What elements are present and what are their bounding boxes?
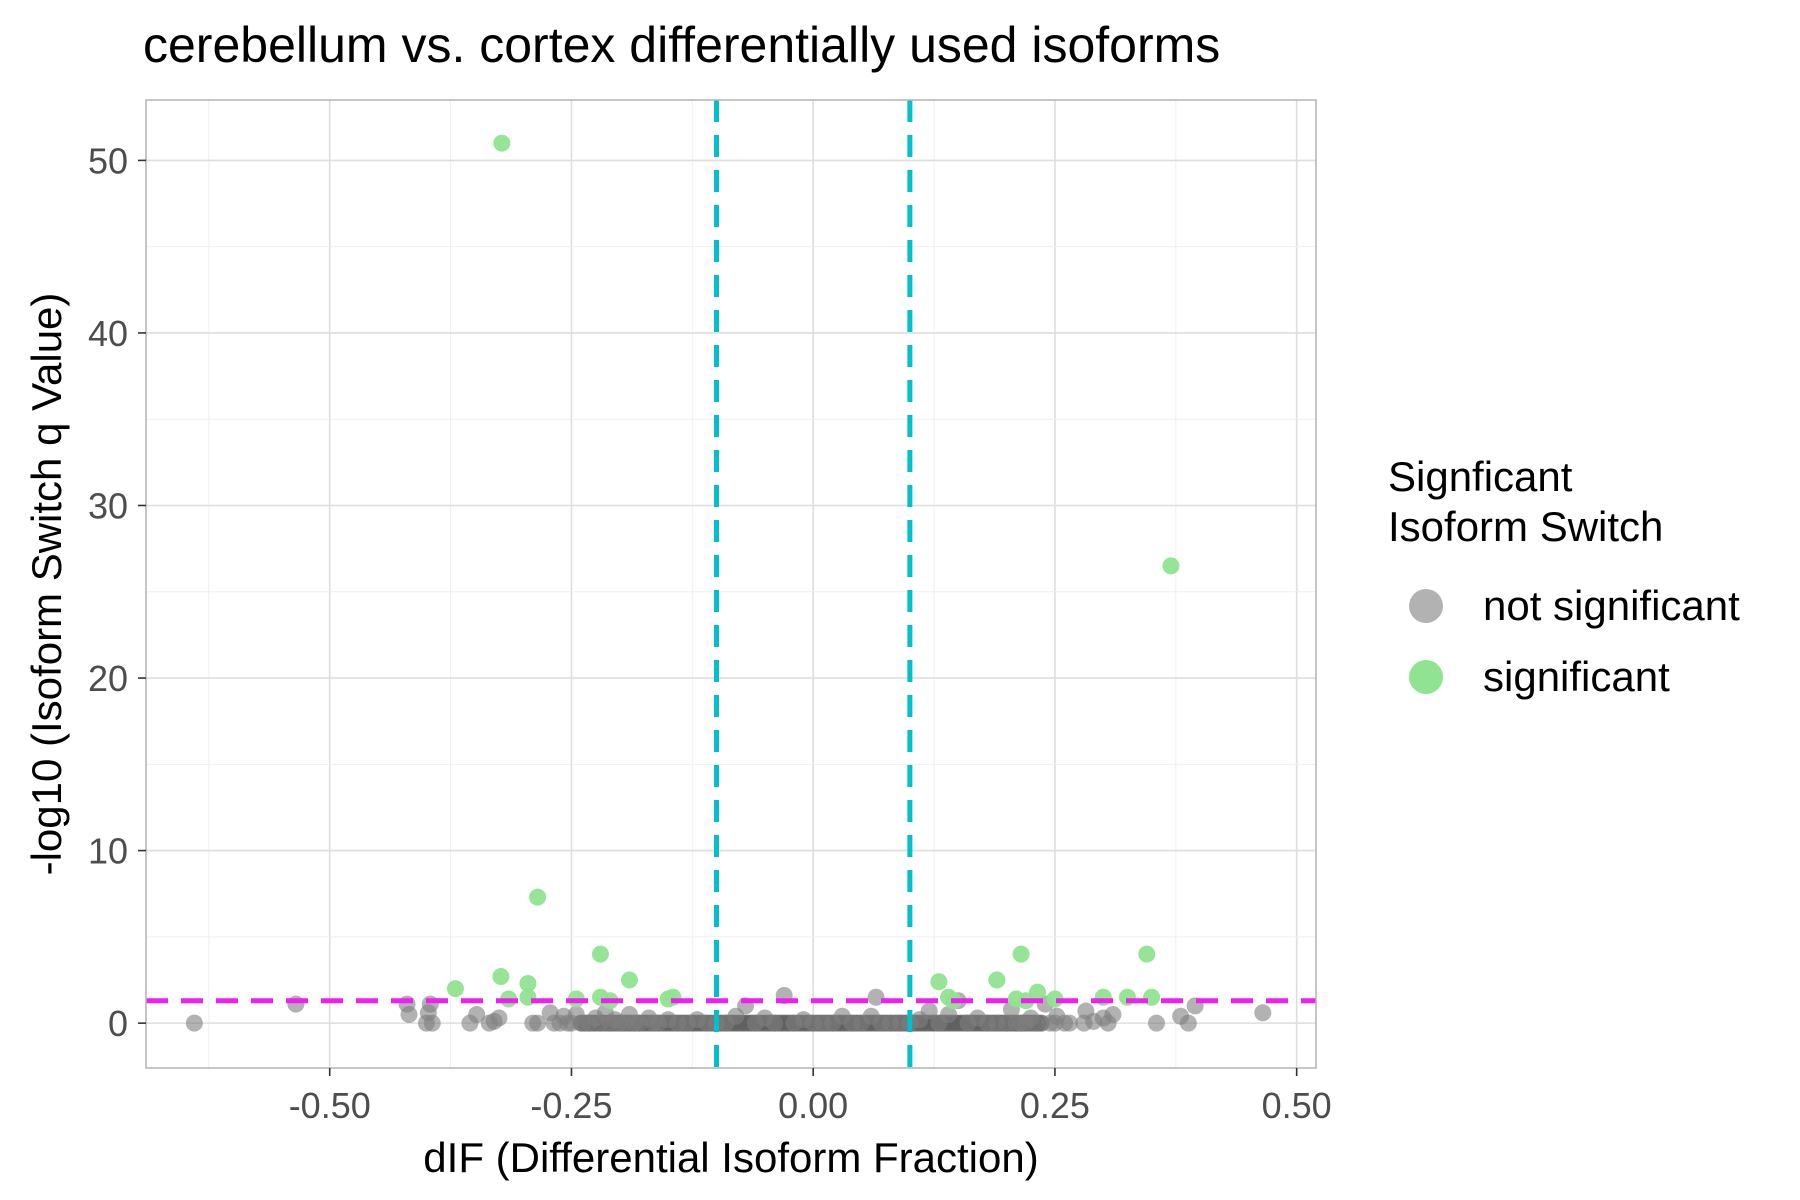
point-significant	[519, 974, 537, 992]
x-tick-label: 0.00	[778, 1085, 848, 1126]
series-not-significant	[185, 987, 1272, 1032]
legend-label-not-significant: not significant	[1483, 582, 1740, 629]
point-not-significant	[1027, 1014, 1045, 1032]
point-significant	[1012, 945, 1030, 963]
point-significant	[1162, 557, 1180, 575]
point-significant	[529, 888, 547, 906]
point-significant	[620, 971, 638, 989]
point-not-significant	[920, 1002, 938, 1020]
point-not-significant	[1147, 1014, 1165, 1032]
point-not-significant	[529, 1014, 547, 1032]
legend: Signficant Isoform Switch not significan…	[1388, 453, 1740, 700]
point-not-significant	[490, 1009, 508, 1027]
y-axis-title: -log10 (Isoform Switch q Value)	[23, 293, 70, 876]
legend-label-significant: significant	[1483, 653, 1670, 700]
point-not-significant	[468, 1006, 486, 1024]
x-axis-ticks: -0.50 -0.25 0.00 0.25 0.50	[289, 1068, 1332, 1126]
point-significant	[930, 973, 948, 991]
point-not-significant	[400, 1006, 418, 1024]
point-significant	[1046, 990, 1064, 1008]
point-significant	[446, 980, 464, 998]
point-not-significant	[867, 988, 885, 1006]
point-not-significant	[766, 1014, 784, 1032]
reference-lines	[146, 100, 1316, 1068]
x-tick-label: 0.25	[1020, 1085, 1090, 1126]
point-not-significant	[1104, 1006, 1122, 1024]
grid-lines	[146, 100, 1316, 1068]
legend-key-not-significant	[1409, 589, 1443, 623]
point-not-significant	[1179, 1014, 1197, 1032]
chart-title: cerebellum vs. cortex differentially use…	[143, 17, 1220, 73]
y-axis-ticks: 0 10 20 30 40 50	[88, 140, 146, 1044]
point-significant	[492, 968, 510, 986]
point-significant	[988, 971, 1006, 989]
legend-title-line-1: Signficant	[1388, 453, 1573, 500]
y-tick-label: 30	[88, 485, 128, 526]
y-tick-label: 10	[88, 831, 128, 872]
series-significant	[446, 134, 1180, 1010]
x-axis-title: dIF (Differential Isoform Fraction)	[423, 1134, 1038, 1181]
point-significant	[1138, 945, 1156, 963]
point-not-significant	[1060, 1014, 1078, 1032]
point-not-significant	[940, 1006, 958, 1024]
x-tick-label: -0.50	[289, 1085, 371, 1126]
x-tick-label: -0.25	[530, 1085, 612, 1126]
point-not-significant	[185, 1014, 203, 1032]
point-significant	[1029, 983, 1047, 1001]
y-tick-label: 20	[88, 658, 128, 699]
x-tick-label: 0.50	[1262, 1085, 1332, 1126]
y-tick-label: 50	[88, 140, 128, 181]
y-tick-label: 40	[88, 313, 128, 354]
plot-panel-border	[145, 99, 1317, 1069]
legend-title-line-2: Isoform Switch	[1388, 503, 1663, 550]
point-not-significant	[423, 1014, 441, 1032]
legend-key-significant	[1409, 660, 1443, 694]
point-significant	[591, 945, 609, 963]
y-tick-label: 0	[108, 1003, 128, 1044]
point-not-significant	[1254, 1004, 1272, 1022]
point-significant	[493, 134, 511, 152]
